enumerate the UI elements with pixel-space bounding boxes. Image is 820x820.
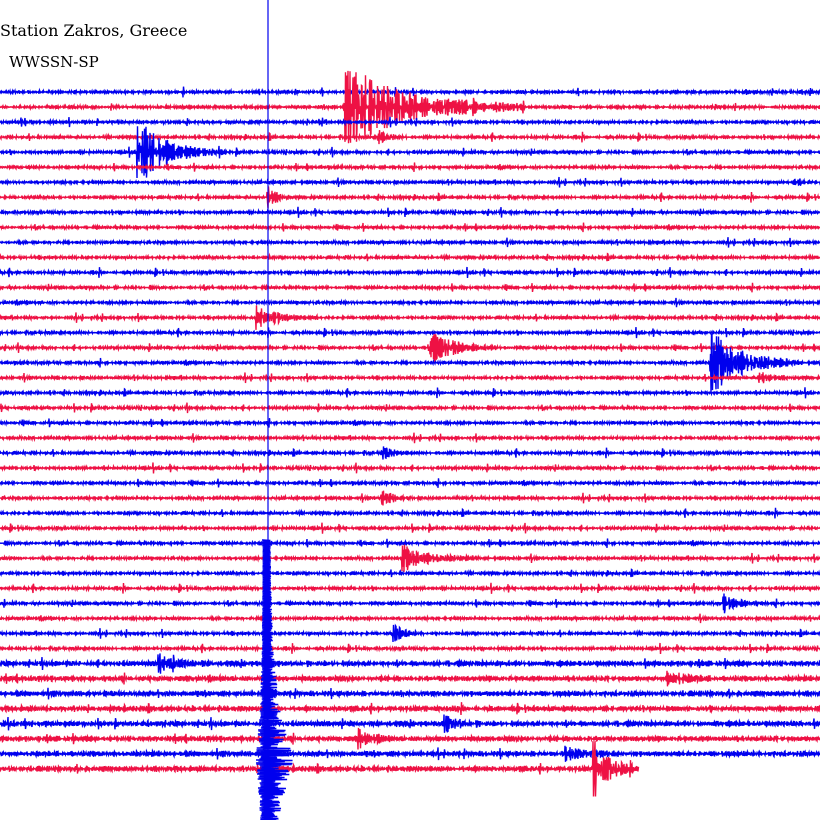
trace-line-15 <box>0 305 820 330</box>
trace-line-19 <box>0 372 820 384</box>
trace-line-43 <box>0 727 820 750</box>
trace-line-33 <box>0 582 820 594</box>
trace-line-34 <box>0 593 820 614</box>
trace-line-44 <box>0 745 820 762</box>
trace-line-39 <box>0 670 820 687</box>
trace-line-32 <box>0 568 820 578</box>
trace-line-6 <box>0 176 820 188</box>
trace-line-31 <box>0 544 820 572</box>
trace-line-3 <box>0 130 820 145</box>
trace-line-17 <box>0 334 820 363</box>
trace-line-23 <box>0 432 820 444</box>
trace-line-9 <box>0 222 820 233</box>
trace-line-10 <box>0 237 820 248</box>
chart-subtitle: WWSSN-SP <box>9 53 99 71</box>
trace-line-12 <box>0 266 820 279</box>
trace-line-2 <box>0 116 820 128</box>
trace-line-41 <box>0 702 820 716</box>
trace-line-40 <box>0 687 820 701</box>
trace-line-21 <box>0 402 820 414</box>
chart-title: Station Zakros, Greece <box>0 21 188 40</box>
trace-line-37 <box>0 642 820 655</box>
trace-line-36 <box>0 623 820 643</box>
trace-line-35 <box>0 613 820 624</box>
trace-line-28 <box>0 507 820 519</box>
trace-line-11 <box>0 252 820 262</box>
trace-line-7 <box>0 186 820 209</box>
trace-line-16 <box>0 327 820 339</box>
trace-line-4 <box>0 126 820 179</box>
trace-line-20 <box>0 387 820 399</box>
trace-line-14 <box>0 297 820 308</box>
trace-line-25 <box>0 462 820 474</box>
trace-line-29 <box>0 522 820 534</box>
trace-line-30 <box>0 538 820 548</box>
trace-line-26 <box>0 478 820 488</box>
trace-line-18 <box>0 333 820 392</box>
trace-line-27 <box>0 490 820 506</box>
trace-line-13 <box>0 282 820 293</box>
trace-line-5 <box>0 162 820 172</box>
trace-line-42 <box>0 714 820 733</box>
trace-line-24 <box>0 446 820 460</box>
trace-line-38 <box>0 653 820 674</box>
trace-line-22 <box>0 418 820 428</box>
trace-line-1 <box>0 70 820 144</box>
trace-line-8 <box>0 206 820 218</box>
trace-line-45 <box>0 741 640 797</box>
